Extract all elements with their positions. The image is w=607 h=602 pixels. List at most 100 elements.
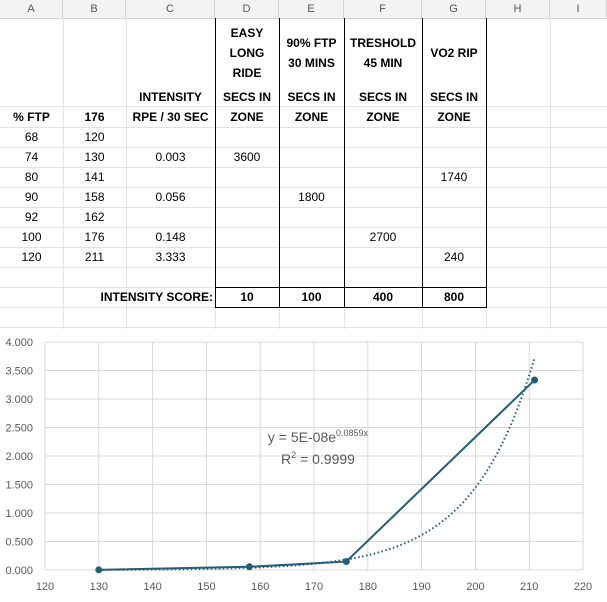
header-zone-d[interactable]: ZONE	[230, 110, 264, 124]
gridline	[0, 167, 607, 168]
header-easy-long-ride[interactable]: EASY LONG RIDE	[215, 23, 279, 83]
chart-gridlines	[44, 341, 584, 571]
cell-b[interactable]: 141	[84, 170, 105, 184]
header-threshold[interactable]: TRESHOLD 45 MIN	[344, 33, 422, 73]
cell-a[interactable]: 90	[24, 190, 39, 204]
cell-d[interactable]: 3600	[233, 150, 261, 164]
column-header-i[interactable]: I	[550, 0, 607, 18]
column-header-a[interactable]: A	[0, 0, 63, 18]
intensity-score-label[interactable]: INTENSITY SCORE:	[100, 290, 213, 304]
cell-border	[344, 18, 345, 308]
score-d[interactable]: 10	[240, 290, 254, 304]
cell-b[interactable]: 158	[84, 190, 105, 204]
trendline-equation[interactable]: y = 5E-08e0.0859x	[268, 428, 369, 445]
header-intensity[interactable]: INTENSITY	[139, 90, 202, 104]
trendline-r-squared[interactable]: R2 = 0.9999	[281, 450, 355, 467]
header-90-ftp[interactable]: 90% FTP 30 MINS	[279, 33, 344, 73]
header-zone-f[interactable]: ZONE	[366, 110, 400, 124]
column-header-b[interactable]: B	[63, 0, 126, 18]
header-secs-in-f[interactable]: SECS IN	[358, 90, 407, 104]
cell-a[interactable]: 74	[24, 150, 39, 164]
x-tick-label: 120	[36, 581, 54, 593]
header-176[interactable]: 176	[84, 110, 105, 124]
score-e[interactable]: 100	[301, 290, 322, 304]
header-zone-g[interactable]: ZONE	[437, 110, 471, 124]
header-line: 90% FTP	[286, 36, 337, 50]
series-line	[98, 379, 536, 571]
data-points	[95, 376, 539, 574]
column-header-bar: A B C D E F G H I	[0, 0, 607, 19]
cell-b[interactable]: 211	[84, 250, 105, 264]
cell-border	[215, 307, 487, 308]
scatter-chart[interactable]: 0.000 0.500 1.000 1.500 2.000 2.500 3.000 3.500…	[0, 330, 607, 599]
cell-a[interactable]: 68	[24, 130, 39, 144]
cell-a[interactable]: 92	[24, 210, 39, 224]
y-tick-label: 2.000	[5, 451, 33, 463]
data-point	[342, 558, 350, 566]
gridline	[0, 227, 607, 228]
gridline	[0, 247, 607, 248]
gridline	[0, 187, 607, 188]
y-axis-tick-labels: 0.000 0.500 1.000 1.500 2.000 2.500 3.000 3.500…	[5, 337, 33, 577]
cell-b[interactable]: 130	[84, 150, 105, 164]
score-f[interactable]: 400	[372, 290, 394, 304]
x-axis-tick-labels: 120 130 140 150 160 170 180 190 200 210 220	[36, 581, 592, 593]
spreadsheet-grid[interactable]: EASY LONG RIDE 90% FTP 30 MINS TRESHOLD …	[0, 18, 607, 329]
cell-a[interactable]: 100	[21, 230, 42, 244]
column-header-e[interactable]: E	[279, 0, 344, 18]
cell-border	[422, 18, 423, 308]
cell-b[interactable]: 120	[84, 130, 105, 144]
cell-c[interactable]: 0.056	[155, 190, 186, 204]
header-secs-in-d[interactable]: SECS IN	[222, 90, 271, 104]
data-point	[531, 376, 539, 384]
score-g[interactable]: 800	[443, 290, 465, 304]
header-line: VO2 RIP	[430, 46, 478, 60]
data-point	[245, 563, 253, 571]
cell-c[interactable]: 3.333	[155, 250, 186, 264]
cell-g[interactable]: 240	[443, 250, 465, 264]
cell-f[interactable]: 2700	[369, 230, 397, 244]
header-vo2-rip[interactable]: VO2 RIP	[422, 43, 486, 63]
cell-border	[215, 287, 487, 288]
header-pct-ftp[interactable]: % FTP	[13, 110, 50, 124]
gridline	[0, 207, 607, 208]
y-tick-label: 1.500	[5, 480, 33, 492]
header-zone-e[interactable]: ZONE	[294, 110, 329, 124]
column-header-c[interactable]: C	[126, 0, 215, 18]
header-line: EASY	[230, 26, 264, 40]
cell-border	[215, 18, 216, 308]
y-tick-label: 0.500	[5, 537, 33, 549]
cell-c[interactable]: 0.003	[155, 150, 186, 164]
x-tick-label: 160	[251, 581, 269, 593]
cell-b[interactable]: 176	[84, 230, 105, 244]
cell-b[interactable]: 162	[84, 210, 105, 224]
gridline	[550, 18, 551, 329]
cell-border	[279, 18, 280, 308]
cell-c[interactable]: 0.148	[155, 230, 186, 244]
header-rpe[interactable]: RPE / 30 SEC	[132, 110, 209, 124]
column-header-g[interactable]: G	[422, 0, 486, 18]
y-tick-label: 3.000	[5, 394, 33, 406]
x-tick-label: 180	[359, 581, 377, 593]
gridline	[0, 267, 607, 268]
x-tick-label: 200	[466, 581, 484, 593]
column-header-f[interactable]: F	[344, 0, 422, 18]
gridline	[0, 147, 607, 148]
cell-a[interactable]: 80	[24, 170, 39, 184]
cell-e[interactable]: 1800	[298, 190, 325, 204]
cell-g[interactable]: 1740	[440, 170, 468, 184]
cell-a[interactable]: 120	[21, 250, 42, 264]
header-line: 45 MIN	[363, 56, 403, 70]
header-secs-in-e[interactable]: SECS IN	[287, 90, 336, 104]
header-line: TRESHOLD	[350, 36, 416, 50]
data-point	[95, 566, 103, 574]
y-tick-label: 3.500	[5, 366, 33, 378]
header-line: RIDE	[232, 66, 262, 80]
cell-border	[486, 18, 487, 308]
x-tick-label: 220	[574, 581, 592, 593]
gridline	[126, 18, 127, 329]
gridline	[63, 18, 64, 329]
column-header-h[interactable]: H	[486, 0, 550, 18]
header-secs-in-g[interactable]: SECS IN	[429, 90, 478, 104]
column-header-d[interactable]: D	[215, 0, 279, 18]
